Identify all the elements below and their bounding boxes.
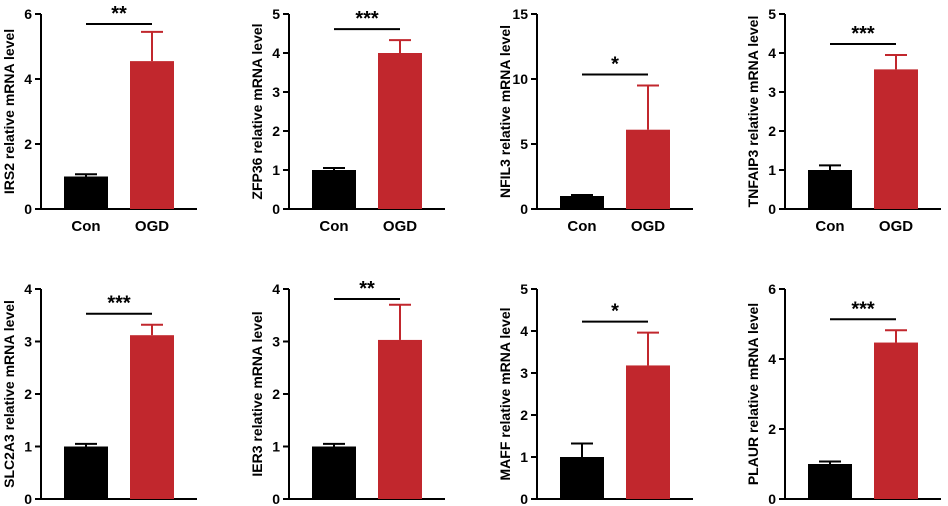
bar-con [64,446,108,499]
bar-ogd [130,61,174,209]
y-tick-label: 2 [272,123,280,139]
significance-label: *** [355,8,379,30]
y-axis-label: ZFP36 relative mRNA level [249,23,265,199]
significance-label: *** [107,293,131,315]
significance-label: * [611,301,619,323]
y-axis-label: PLAUR relative mRNA level [745,303,761,485]
bar-con [560,196,604,209]
y-tick-label: 1 [272,439,280,455]
bar-con [808,170,852,209]
y-tick-label: 6 [24,6,32,22]
bar-ogd [626,129,670,209]
chart-panel-4: TNFAIP3 relative mRNA level 0 1 2 3 4 5 Con OGD *… [745,6,941,235]
y-tick-label: 2 [520,407,528,423]
y-tick-label: 0 [272,201,280,217]
chart-panel-5: SLC2A3 relative mRNA level01234ConOGD*** [1,281,197,506]
bar-con [312,446,356,499]
y-tick-label: 4 [768,45,776,61]
y-tick-label: 0 [520,201,528,217]
significance-label: ** [111,3,127,25]
bar-ogd [874,69,918,209]
y-tick-label: 5 [520,281,528,297]
bar-con [312,170,356,209]
y-tick-label: 1 [24,439,32,455]
y-tick-label: 2 [24,136,32,152]
y-tick-label: 4 [272,281,280,297]
bar-ogd [378,339,422,499]
y-axis-label: NFIL3 relative mRNA level [497,25,513,198]
bar-con [560,457,604,499]
significance-label: * [611,54,619,76]
y-tick-label: 4 [24,71,32,87]
y-tick-label: 2 [272,386,280,402]
x-tick-label-ogd: OGD [879,218,913,235]
chart-panel-3: NFIL3 relative mRNA level 0 5 10 15 Con OGD * [497,6,693,235]
x-tick-label-ogd: OGD [631,218,665,235]
chart-panel-2: ZFP36 relative mRNA level 0 1 2 3 4 5 Con OGD *** [249,6,445,235]
x-tick-label-ogd: OGD [135,218,169,235]
bar-ogd [130,335,174,499]
y-tick-label: 2 [768,123,776,139]
bar-ogd [378,53,422,209]
chart-panel-1: IRS2 relative mRNA level 0 2 4 6 Con OGD ** [1,3,197,235]
y-tick-label: 0 [520,491,528,506]
bar-ogd [874,342,918,499]
y-tick-label: 2 [24,386,32,402]
y-tick-label: 4 [520,323,528,339]
y-tick-label: 5 [768,6,776,22]
y-tick-label: 1 [520,449,528,465]
bar-con [64,176,108,209]
x-tick-label-con: Con [319,218,348,235]
y-tick-label: 1 [768,162,776,178]
x-tick-label-con: Con [71,218,100,235]
y-tick-label: 0 [24,201,32,217]
bar-ogd [626,365,670,499]
y-tick-label: 3 [520,365,528,381]
significance-label: ** [359,278,375,300]
x-tick-label-con: Con [567,218,596,235]
y-tick-label: 6 [768,281,776,297]
y-tick-label: 10 [512,71,528,87]
y-tick-label: 0 [768,491,776,506]
x-tick-label-con: Con [815,218,844,235]
significance-label: *** [851,23,875,45]
y-tick-label: 3 [24,334,32,350]
y-axis-label: TNFAIP3 relative mRNA level [745,16,761,208]
y-axis-label: IRS2 relative mRNA level [1,29,17,194]
y-tick-label: 0 [272,491,280,506]
y-tick-label: 2 [768,421,776,437]
y-tick-label: 0 [24,491,32,506]
y-tick-label: 3 [272,334,280,350]
y-tick-label: 4 [768,351,776,367]
y-tick-label: 3 [272,84,280,100]
y-axis-label: IER3 relative mRNA level [249,311,265,476]
y-tick-label: 3 [768,84,776,100]
y-tick-label: 0 [768,201,776,217]
x-tick-label-ogd: OGD [383,218,417,235]
y-tick-label: 5 [520,136,528,152]
y-axis-label: MAFF relative mRNA level [497,308,513,481]
chart-panel-6: IER3 relative mRNA level01234ConOGD** [249,278,445,506]
y-tick-label: 5 [272,6,280,22]
significance-label: *** [851,298,875,320]
y-tick-label: 1 [272,162,280,178]
y-tick-label: 15 [512,6,528,22]
y-tick-label: 4 [24,281,32,297]
y-tick-label: 4 [272,45,280,61]
y-axis-label: SLC2A3 relative mRNA level [1,300,17,488]
bar-con [808,464,852,499]
